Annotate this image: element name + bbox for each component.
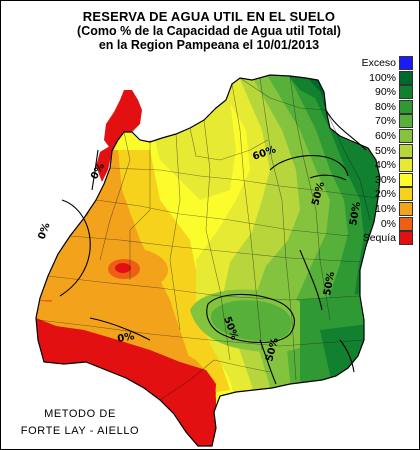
- legend-swatch: [399, 231, 413, 246]
- legend-label: 40%: [374, 159, 396, 172]
- legend-label: 0%: [380, 217, 396, 230]
- legend-swatch: [399, 216, 413, 231]
- legend-swatch: [399, 99, 413, 114]
- isoline-label-9: 50%: [322, 271, 337, 296]
- district-boundaries: [37, 75, 379, 401]
- legend-label: Exceso: [361, 57, 396, 69]
- legend-label: 60%: [374, 130, 396, 142]
- legend-label: 20%: [374, 188, 396, 201]
- legend-swatch: [399, 114, 413, 129]
- map-date-line: en la Region Pampeana el 10/01/2013: [98, 38, 320, 52]
- legend-label: 50%: [374, 144, 396, 157]
- legend-label: 90%: [374, 86, 396, 99]
- region-outline: [35, 74, 381, 447]
- map-subtitle: (Como % de la Capacidad de Agua util Tot…: [77, 24, 341, 38]
- legend-swatch: [399, 187, 413, 202]
- isoline-label-5: 0%: [36, 221, 52, 241]
- map-title: RESERVA DE AGUA UTIL EN EL SUELO: [82, 9, 336, 24]
- legend-label: Sequía: [362, 232, 396, 245]
- legend-swatch: [399, 129, 413, 143]
- isoline-label-3: 50%: [348, 201, 363, 226]
- legend-label: 100%: [369, 71, 396, 84]
- legend-label: 80%: [374, 100, 396, 113]
- legend-label: 10%: [374, 203, 396, 215]
- legend-swatch: [399, 158, 413, 173]
- legend-swatch: [399, 70, 413, 85]
- legend-label: 70%: [374, 115, 396, 128]
- legend-swatch: [399, 202, 413, 216]
- isoline-label-6: 0%: [117, 331, 136, 345]
- method-caption-line-1: METODO DE: [44, 408, 116, 420]
- reserve-fill: [36, 75, 380, 446]
- legend-swatch: [399, 172, 413, 187]
- legend-swatch: [399, 85, 413, 100]
- legend-swatch: [399, 56, 413, 70]
- legend-swatch: [399, 143, 413, 158]
- legend-label: 30%: [374, 173, 396, 186]
- method-caption-line-2: FORTE LAY - AIELLO: [20, 425, 140, 437]
- isolines: [59, 109, 367, 385]
